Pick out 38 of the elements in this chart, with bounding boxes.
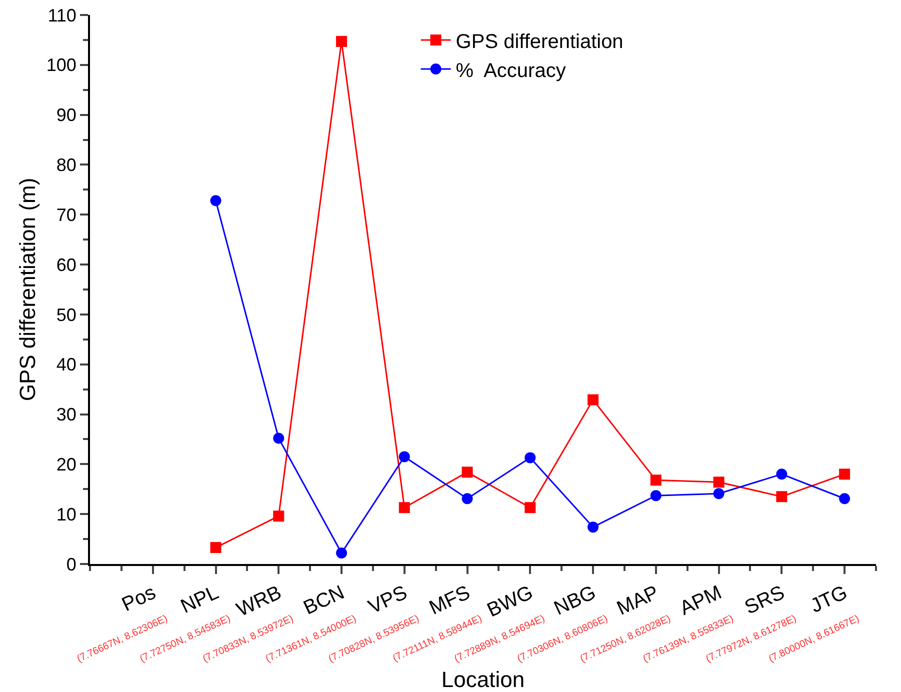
- point: [839, 468, 850, 480]
- legend-label: % Accuracy: [456, 60, 566, 82]
- y-tick-label: 90: [56, 105, 76, 126]
- point: [713, 488, 724, 500]
- y-tick-label: 30: [56, 404, 76, 425]
- point: [588, 522, 599, 533]
- y-tick-label: 70: [56, 204, 76, 225]
- point: [524, 502, 536, 514]
- y-tick-label: 10: [56, 504, 76, 524]
- point: [650, 474, 662, 486]
- point: [713, 476, 724, 488]
- point: [524, 452, 536, 464]
- y-tick-label: 60: [56, 254, 76, 275]
- point: [776, 491, 788, 502]
- x-axis-title: Location: [441, 667, 525, 692]
- point: [210, 195, 222, 206]
- point: [398, 451, 410, 462]
- point: [462, 466, 473, 478]
- point: [650, 490, 662, 502]
- point: [210, 542, 222, 554]
- legend-label: GPS differentiation: [456, 30, 624, 53]
- point: [336, 548, 348, 559]
- point: [839, 493, 850, 504]
- y-tick-label: 0: [66, 554, 76, 574]
- y-tick-label: 100: [46, 55, 76, 76]
- y-tick-label: 80: [56, 155, 76, 176]
- point: [776, 468, 788, 480]
- point: [398, 502, 410, 514]
- point: [273, 432, 284, 444]
- point: [462, 493, 473, 504]
- y-axis-title: GPS differentiation (m): [15, 178, 40, 402]
- point: [588, 394, 599, 406]
- y-tick-label: 20: [56, 454, 76, 474]
- y-tick-label: 110: [48, 5, 76, 26]
- y-tick-label: 50: [56, 304, 76, 325]
- point: [336, 36, 348, 47]
- point: [273, 510, 284, 522]
- y-tick-label: 40: [56, 354, 76, 375]
